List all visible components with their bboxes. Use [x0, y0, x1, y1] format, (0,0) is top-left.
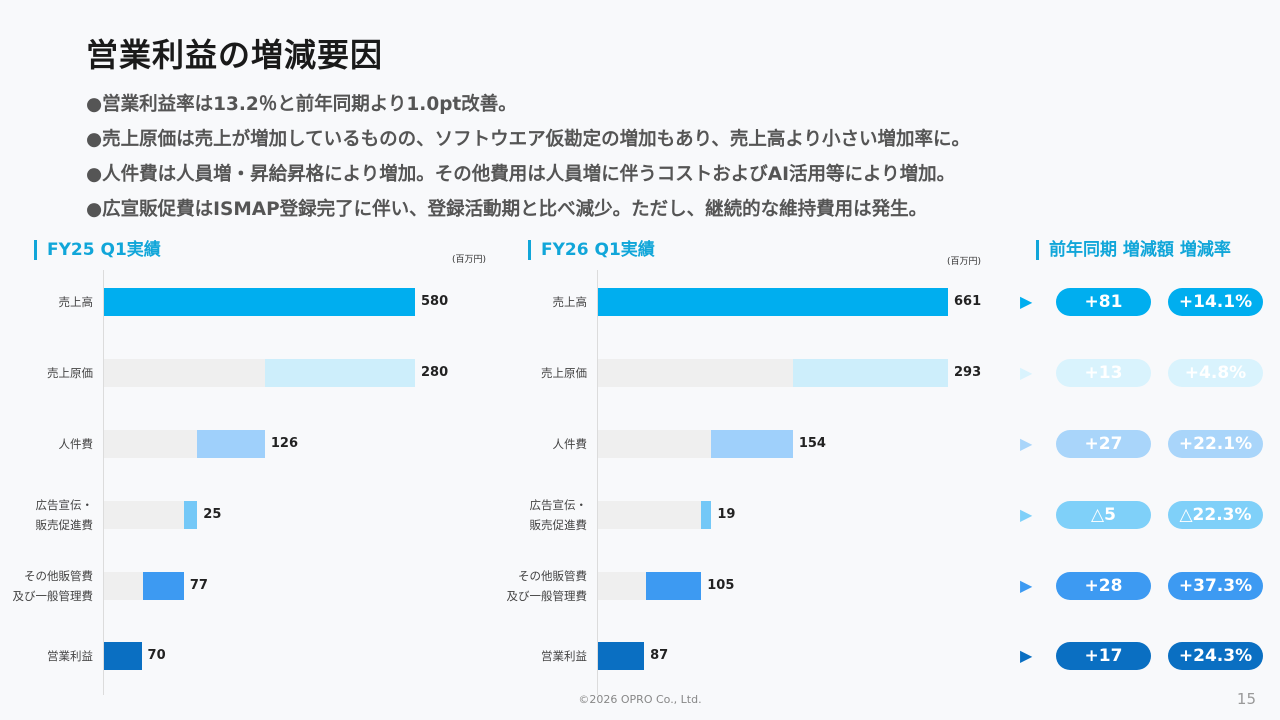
unit-label-fy26: (百万円)	[947, 257, 982, 267]
bar	[598, 642, 645, 670]
change-rate-badge: +14.1%	[1168, 288, 1263, 316]
category-label-line: 売上高	[58, 295, 94, 309]
bar	[792, 359, 948, 387]
bar	[104, 642, 142, 670]
section-title-fy26: FY26 Q1実績	[528, 240, 655, 260]
chart-fy25: 売上高 580 売上原価 280 人件費 126 広告宣伝・販売促進費 25 その他販管費及び一…	[0, 270, 500, 695]
data-label: 293	[954, 365, 982, 380]
bullet-item: ●人件費は人員増・昇給昇格により増加。その他費用は人員増に伴うコストおよびAI活…	[86, 164, 956, 185]
data-label: 70	[147, 648, 166, 663]
play-arrow-icon: ▶	[1020, 434, 1033, 453]
bar-baseline	[104, 359, 265, 387]
change-rate-badge: +4.8%	[1168, 359, 1263, 387]
category-label: 営業利益	[477, 646, 587, 666]
play-arrow-icon: ▶	[1020, 363, 1033, 382]
category-label-line: 売上高	[552, 295, 588, 309]
axis-line	[597, 270, 598, 695]
bullet-item: ●広宣販促費はISMAP登録完了に伴い、登録活動期と比べ減少。ただし、継続的な維…	[86, 199, 928, 220]
category-label: その他販管費及び一般管理費	[477, 566, 588, 606]
change-amount-badge: +13	[1056, 359, 1151, 387]
category-label-line: 売上原価	[47, 366, 93, 380]
bar-baseline	[598, 572, 646, 600]
page-number: 15	[1236, 690, 1256, 708]
data-label: 154	[798, 436, 826, 451]
chart-fy26: 売上高 661 売上原価 293 人件費 154 広告宣伝・販売促進費 19 その他販管費及び一…	[494, 270, 1004, 695]
section-title-change: 前年同期 増減額 増減率	[1036, 240, 1231, 260]
bar-baseline	[598, 430, 712, 458]
play-arrow-icon: ▶	[1020, 505, 1033, 524]
play-arrow-icon: ▶	[1020, 576, 1033, 595]
category-label: 売上原価	[477, 363, 587, 383]
bar	[197, 430, 265, 458]
category-label: 営業利益	[0, 646, 93, 666]
summary-bullets: ●営業利益率は13.2％と前年同期より1.0pt改善。 ●売上原価は売上が増加し…	[86, 92, 970, 232]
change-rate-badge: +22.1%	[1168, 430, 1263, 458]
change-amount-badge: △5	[1056, 501, 1151, 529]
change-amount-badge: +28	[1056, 572, 1151, 600]
bar	[104, 288, 415, 316]
category-label-line: その他販管費	[24, 569, 93, 583]
change-amount-badge: +81	[1056, 288, 1151, 316]
unit-label-fy25: (百万円)	[452, 255, 487, 265]
change-amount-badge: +17	[1056, 642, 1151, 670]
copyright: ©2026 OPRO Co., Ltd.	[578, 693, 702, 706]
data-label: 25	[203, 507, 222, 522]
category-label: 広告宣伝・販売促進費	[0, 495, 94, 535]
data-label: 19	[717, 507, 736, 522]
data-label: 280	[421, 365, 449, 380]
category-label-line: 営業利益	[541, 649, 587, 663]
bullet-item: ●営業利益率は13.2％と前年同期より1.0pt改善。	[86, 94, 517, 115]
section-title-fy25: FY25 Q1実績	[34, 240, 161, 260]
bar-baseline	[104, 430, 198, 458]
bar	[183, 501, 198, 529]
bar	[711, 430, 793, 458]
change-column: ▶ +81 +14.1% ▶ +13 +4.8% ▶ +27 +22.1% ▶ △5 △22.3% ▶ +…	[1010, 270, 1280, 695]
play-arrow-icon: ▶	[1020, 292, 1033, 311]
category-label-line: 及び一般管理費	[12, 589, 94, 603]
change-rate-badge: +37.3%	[1168, 572, 1263, 600]
category-label-line: 広告宣伝・	[529, 498, 588, 512]
data-label: 105	[707, 578, 735, 593]
data-label: 126	[270, 436, 298, 451]
category-label-line: 人件費	[552, 437, 588, 451]
category-label-line: 人件費	[58, 437, 94, 451]
data-label: 87	[650, 648, 669, 663]
bar-baseline	[104, 501, 184, 529]
category-label-line: 営業利益	[47, 649, 93, 663]
category-label-line: その他販管費	[518, 569, 587, 583]
category-label-line: 売上原価	[541, 366, 587, 380]
category-label: 売上原価	[0, 363, 93, 383]
play-arrow-icon: ▶	[1020, 646, 1033, 665]
category-label: 人件費	[0, 434, 94, 454]
category-label: 売上高	[0, 292, 94, 312]
category-label: 売上高	[477, 292, 588, 312]
bar	[142, 572, 184, 600]
category-label: その他販管費及び一般管理費	[0, 566, 94, 606]
data-label: 77	[189, 578, 208, 593]
data-label: 580	[421, 294, 449, 309]
change-rate-badge: +24.3%	[1168, 642, 1263, 670]
bar-baseline	[598, 501, 702, 529]
data-label: 661	[954, 294, 982, 309]
category-label: 人件費	[477, 434, 588, 454]
page-title: 営業利益の増減要因	[86, 36, 384, 74]
category-label: 広告宣伝・販売促進費	[477, 495, 588, 535]
bar-baseline	[598, 359, 793, 387]
category-label-line: 及び一般管理費	[506, 589, 588, 603]
category-label-line: 販売促進費	[529, 518, 588, 532]
change-amount-badge: +27	[1056, 430, 1151, 458]
category-label-line: 販売促進費	[35, 518, 94, 532]
category-label-line: 広告宣伝・	[35, 498, 94, 512]
bullet-item: ●売上原価は売上が増加しているものの、ソフトウエア仮勘定の増加もあり、売上高より…	[86, 129, 970, 150]
axis-line	[103, 270, 104, 695]
bar-baseline	[104, 572, 143, 600]
bar	[645, 572, 702, 600]
bar	[264, 359, 415, 387]
bar	[701, 501, 712, 529]
change-rate-badge: △22.3%	[1168, 501, 1263, 529]
bar	[598, 288, 948, 316]
